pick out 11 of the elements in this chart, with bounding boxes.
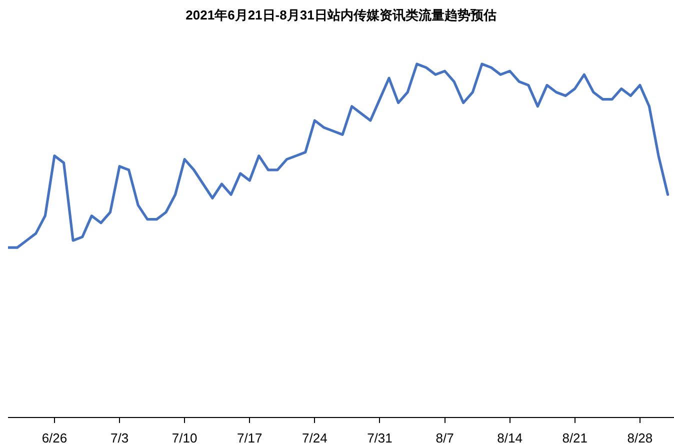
x-tick-label: 7/10	[172, 430, 198, 446]
x-tick-label: 7/31	[367, 430, 392, 446]
x-tick-label: 7/3	[110, 430, 129, 446]
x-tick-label: 7/24	[302, 430, 328, 446]
x-tick-label: 7/17	[236, 430, 262, 446]
x-tick-label: 8/21	[562, 430, 588, 446]
x-tick-label: 8/7	[436, 430, 454, 446]
x-tick-label: 8/14	[497, 430, 522, 446]
x-tick-label: 6/26	[42, 430, 68, 446]
x-tick-label: 8/28	[627, 430, 653, 446]
chart-title: 2021年6月21日-8月31日站内传媒资讯类流量趋势预估	[186, 8, 496, 23]
